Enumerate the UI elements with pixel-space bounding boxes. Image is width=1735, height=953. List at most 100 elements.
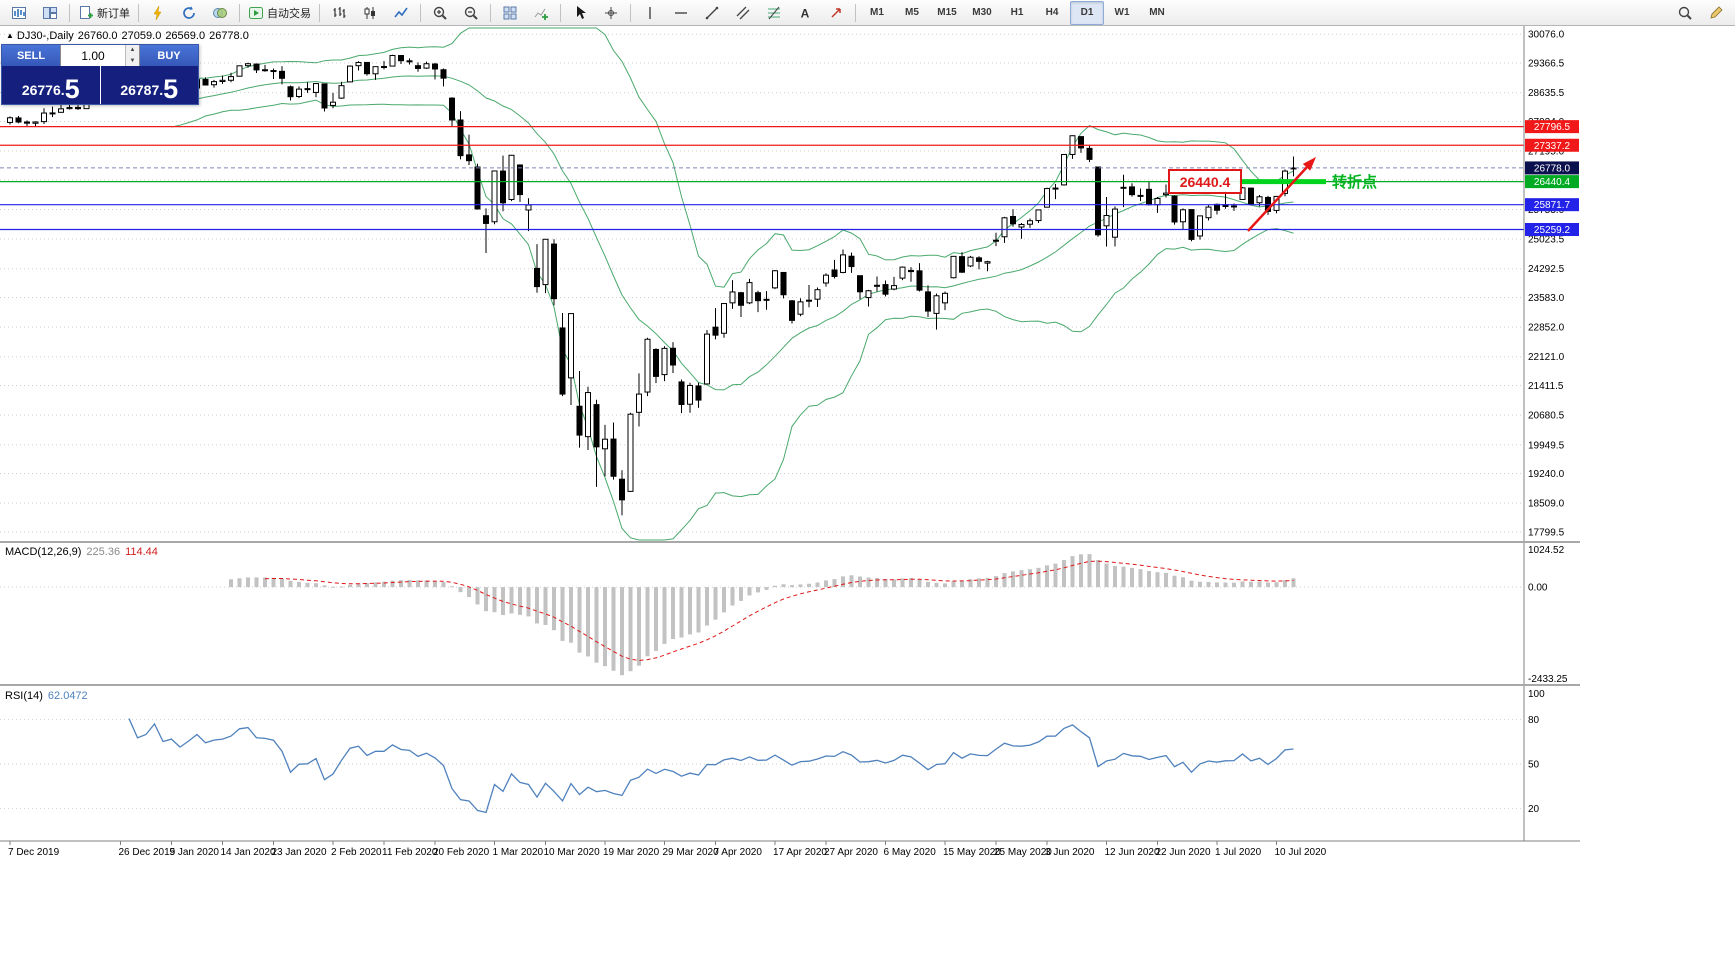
svg-text:0.00: 0.00 [1528,583,1548,594]
ohlc-high: 27059.0 [121,30,162,42]
timeframe-h4[interactable]: H4 [1035,1,1069,25]
svg-text:1 Jul 2020: 1 Jul 2020 [1215,847,1262,858]
svg-text:12 Jun 2020: 12 Jun 2020 [1105,847,1160,858]
timeframe-mn[interactable]: MN [1140,1,1174,25]
text-button[interactable]: A [790,1,820,25]
crosshair-icon [605,6,617,19]
new-chart-button[interactable] [4,1,34,25]
price-level-annotation[interactable]: 26440.4 [1168,169,1242,194]
scripts-button[interactable] [205,1,235,25]
cursor-icon [577,5,586,19]
svg-text:26 Dec 2019: 26 Dec 2019 [119,847,176,858]
svg-text:17799.5: 17799.5 [1528,527,1565,538]
svg-text:15 May 2020: 15 May 2020 [943,847,1001,858]
rsi-panel[interactable]: 100 80 50 20 [0,689,1545,815]
crosshair-button[interactable] [596,1,626,25]
svg-text:21411.5: 21411.5 [1528,381,1564,392]
horizontal-line-objects[interactable] [0,126,1524,231]
timeframe-m1[interactable]: M1 [860,1,894,25]
line-chart-button[interactable] [386,1,416,25]
timeframe-label: MN [1149,7,1165,18]
svg-text:14 Jan 2020: 14 Jan 2020 [221,847,276,858]
lightning-button[interactable] [143,1,173,25]
timeframe-label: H4 [1045,7,1059,18]
fibonacci-button[interactable] [759,1,789,25]
autotrade-button[interactable]: 自动交易 [244,1,315,25]
one-click-collapse-icon[interactable]: ▲ [6,31,14,40]
toolbar-separator [855,3,856,22]
volume-up-icon[interactable]: ▲ [126,45,139,56]
svg-text:5 Jan 2020: 5 Jan 2020 [170,847,220,858]
timeframe-label: M15 [937,7,957,18]
svg-text:3 Jun 2020: 3 Jun 2020 [1045,847,1095,858]
toolbar-separator [239,3,240,22]
svg-text:20 Feb 2020: 20 Feb 2020 [433,847,490,858]
channel-button[interactable] [728,1,758,25]
timeframe-label: W1 [1114,7,1130,18]
candlestick-button[interactable] [355,1,385,25]
indicators-icon [534,8,548,20]
arrows-button[interactable] [821,1,851,25]
trendline-button[interactable] [697,1,727,25]
timeframe-m30[interactable]: M30 [965,1,999,25]
tile-grid-button[interactable] [495,1,525,25]
zoom-out-button[interactable] [456,1,486,25]
tile-grid-icon [503,6,517,19]
svg-text:50: 50 [1528,760,1540,771]
indicators-button[interactable] [526,1,556,25]
toolbar: 新订单 自动交易 A M1 M5 M15 M30 H1 H4 D1 W1 MN [0,0,1735,26]
horizontal-line-button[interactable] [666,1,696,25]
timeframe-m15[interactable]: M15 [930,1,964,25]
bar-chart-button[interactable] [324,1,354,25]
new-order-button[interactable]: 新订单 [74,1,134,25]
svg-text:22121.0: 22121.0 [1528,352,1565,363]
ohlc-close: 26778.0 [209,30,249,42]
timeframe-label: M1 [870,7,884,18]
svg-text:11 Feb 2020: 11 Feb 2020 [382,847,438,858]
profiles-button[interactable] [35,1,65,25]
edit-icon [1710,5,1723,19]
svg-text:18509.0: 18509.0 [1528,499,1565,510]
svg-text:19 Mar 2020: 19 Mar 2020 [603,847,660,858]
toolbar-separator [630,3,631,22]
timeframe-d1[interactable]: D1 [1070,0,1104,25]
fibonacci-icon [768,6,780,19]
svg-text:22852.0: 22852.0 [1528,323,1565,334]
sell-price[interactable]: 26776. 5 [2,66,101,104]
zoom-in-button[interactable] [425,1,455,25]
panel-chrome [0,26,1580,841]
volume-down-icon[interactable]: ▼ [126,55,139,66]
svg-text:25259.2: 25259.2 [1534,225,1571,236]
timeframe-w1[interactable]: W1 [1105,1,1139,25]
macd-signal-value: 114.44 [125,546,158,558]
turning-point-annotation[interactable]: 转折点 [1332,174,1378,191]
search-button[interactable] [1670,1,1700,25]
sell-price-big: 5 [64,74,80,105]
svg-text:27195.0: 27195.0 [1528,147,1565,158]
vertical-line-button[interactable] [635,1,665,25]
timeframe-label: M5 [905,7,919,18]
refresh-button[interactable] [174,1,204,25]
buy-button[interactable]: BUY [140,45,198,66]
new-order-label: 新订单 [97,7,130,20]
svg-text:22 Jun 2020: 22 Jun 2020 [1156,847,1211,858]
price-axis[interactable]: 30076.029366.528635.527924.027195.026482… [1525,30,1579,539]
toolbar-separator [490,3,491,22]
toolbar-separator [138,3,139,22]
timeframe-m5[interactable]: M5 [895,1,929,25]
svg-text:27337.2: 27337.2 [1534,141,1571,152]
macd-indicator-label: MACD(12,26,9) 225.36 114.44 [5,546,158,558]
timeframe-label: H1 [1010,7,1024,18]
svg-text:30076.0: 30076.0 [1528,30,1565,41]
timeframe-h1[interactable]: H1 [1000,1,1034,25]
edit-button[interactable] [1701,1,1731,25]
sell-button[interactable]: SELL [2,45,60,66]
volume-input[interactable] [61,45,125,66]
cursor-button[interactable] [565,1,595,25]
buy-price[interactable]: 26787. 5 [100,66,198,104]
svg-text:7 Apr 2020: 7 Apr 2020 [714,847,763,858]
macd-panel[interactable]: 1024.52 0.00 -2433.25 [0,545,1568,685]
zoom-out-icon [464,6,478,20]
